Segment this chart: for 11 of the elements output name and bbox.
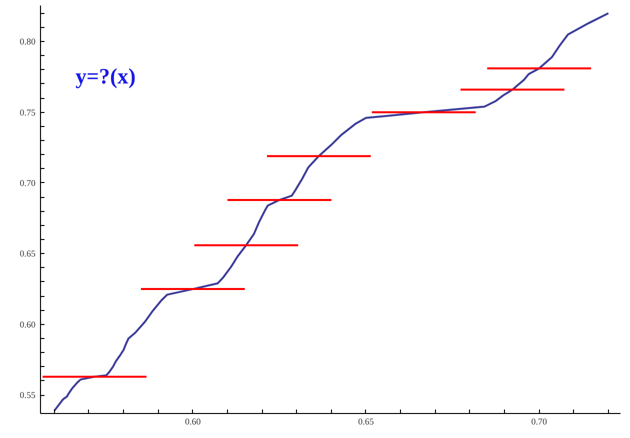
y-tick-label: 0.70 xyxy=(20,178,36,188)
annotation: y=?(x) xyxy=(76,64,136,88)
y-tick-label: 0.65 xyxy=(20,248,36,259)
y-tick-label: 0.60 xyxy=(20,319,36,330)
y-tick-label: 0.80 xyxy=(20,36,36,47)
line-series xyxy=(53,12,610,412)
y-tick-label: 0.75 xyxy=(20,107,36,118)
y-tick-label: 0.55 xyxy=(20,390,36,400)
x-tick-label: 0.60 xyxy=(184,416,202,426)
x-tick-label: 0.70 xyxy=(531,416,548,426)
x-tick-label: 0.65 xyxy=(358,416,374,426)
